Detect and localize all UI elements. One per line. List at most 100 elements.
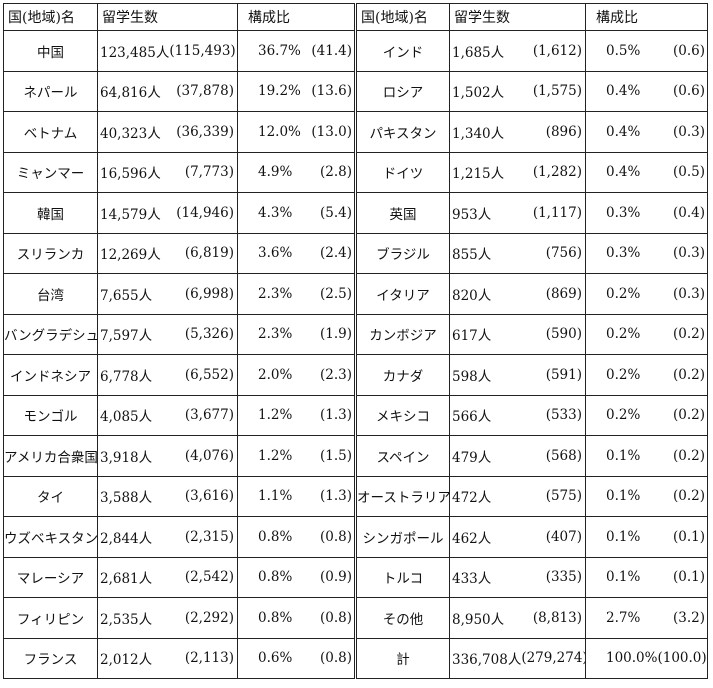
previous-count: (335) [545,569,582,586]
previous-ratio: (0.8) [319,609,352,626]
ratio-cell: 0.3% (0.3) [585,232,708,274]
student-count-cell: 472人 (575) [449,475,586,517]
previous-count: (2,315) [184,528,234,545]
country-name: ブラジル [354,232,450,274]
ratio-percent: 2.3% [258,326,293,343]
previous-count: (533) [545,407,582,424]
previous-ratio: (1.9) [319,326,352,343]
ratio-cell: 0.1% (0.2) [585,475,708,517]
previous-ratio: (0.6) [672,83,705,100]
header-students-right: 留学生数 [449,3,586,31]
previous-ratio: (1.5) [319,447,352,464]
table-body: 中国 123,485人 (115,493) 36.7% (41.4) インド 1,685人 (… [3,30,708,679]
student-count: 7,655人 [100,287,153,304]
student-count-cell: 8,950人 (8,813) [449,597,586,639]
ratio-cell: 0.4% (0.6) [585,70,708,112]
previous-count: (1,575) [532,83,582,100]
previous-ratio: (0.2) [672,366,705,383]
previous-count: (37,878) [176,83,234,100]
ratio-cell: 0.8% (0.8) [237,597,356,639]
student-count: 6,778人 [100,368,153,385]
ratio-percent: 0.4% [606,123,641,140]
country-name: メキシコ [354,394,450,436]
ratio-percent: 0.8% [258,528,293,545]
ratio-percent: 0.1% [606,569,641,586]
student-count: 617人 [452,328,492,345]
previous-ratio: (2.3) [319,366,352,383]
country-name: カナダ [354,354,450,396]
previous-count: (6,819) [184,245,234,262]
country-name: ミャンマー [3,151,98,193]
previous-count: (6,552) [184,366,234,383]
previous-ratio: (13.6) [311,83,352,100]
country-name: フィリピン [3,597,98,639]
previous-count: (5,326) [184,326,234,343]
student-count-cell: 820人 (869) [449,273,586,315]
student-count-cell: 1,215人 (1,282) [449,151,586,193]
ratio-percent: 2.3% [258,285,293,302]
previous-count: (36,339) [176,123,234,140]
previous-ratio: (0.2) [672,447,705,464]
ratio-cell: 0.2% (0.3) [585,273,708,315]
student-count: 566人 [452,409,492,426]
country-name: イタリア [354,273,450,315]
country-name: カンボジア [354,313,450,355]
student-count-cell: 40,323人 (36,339) [97,111,238,153]
ratio-percent: 1.2% [258,407,293,424]
student-count-cell: 462人 (407) [449,516,586,558]
student-count: 14,579人 [100,206,161,223]
country-name: スリランカ [3,232,98,274]
ratio-percent: 0.3% [606,204,641,221]
student-count-cell: 4,085人 (3,677) [97,394,238,436]
ratio-cell: 4.9% (2.8) [237,151,356,193]
table-row: ネパール 64,816人 (37,878) 19.2% (13.6) ロシア 1,502人 (… [3,70,708,112]
country-name: パキスタン [354,111,450,153]
ratio-cell: 0.1% (0.1) [585,556,708,598]
student-count-cell: 2,681人 (2,542) [97,556,238,598]
student-count-cell: 7,597人 (5,326) [97,313,238,355]
table-row: バングラデシュ 7,597人 (5,326) 2.3% (1.9) カンボジア 617人 (5… [3,313,708,355]
country-name: 英国 [354,192,450,234]
country-name: バングラデシュ [3,313,98,355]
ratio-percent: 4.9% [258,164,293,181]
table-row: 中国 123,485人 (115,493) 36.7% (41.4) インド 1,685人 (… [3,30,708,72]
table-row: 台湾 7,655人 (6,998) 2.3% (2.5) イタリア 820人 (869) 0.2… [3,273,708,315]
student-count-cell: 855人 (756) [449,232,586,274]
previous-count: (115,493) [169,42,236,59]
previous-count: (3,677) [184,407,234,424]
student-count: 2,012人 [100,652,153,669]
header-ratio-left: 構成比 [237,3,356,31]
student-count-cell: 14,579人 (14,946) [97,192,238,234]
ratio-cell: 0.3% (0.4) [585,192,708,234]
previous-count: (279,274) [521,650,586,667]
student-count: 598人 [452,368,492,385]
previous-count: (4,076) [184,447,234,464]
previous-ratio: (0.8) [319,650,352,667]
table-row: タイ 3,588人 (3,616) 1.1% (1.3) オーストラリア 472人 (575)… [3,475,708,517]
previous-count: (869) [545,285,582,302]
ratio-percent: 3.6% [258,245,293,262]
student-count: 1,502人 [452,85,505,102]
previous-ratio: (0.2) [672,488,705,505]
student-count-cell: 2,535人 (2,292) [97,597,238,639]
table-row: インドネシア 6,778人 (6,552) 2.0% (2.3) カナダ 598人 (591)… [3,354,708,396]
country-name: ロシア [354,70,450,112]
student-count-cell: 3,918人 (4,076) [97,435,238,477]
ratio-cell: 1.2% (1.5) [237,435,356,477]
previous-ratio: (0.4) [672,204,705,221]
student-count-cell: 1,685人 (1,612) [449,30,586,72]
ratio-cell: 0.6% (0.8) [237,637,356,679]
previous-ratio: (0.3) [672,245,705,262]
table-row: アメリカ合衆国 3,918人 (4,076) 1.2% (1.5) スペイン 479人 (56… [3,435,708,477]
student-count: 1,215人 [452,166,505,183]
previous-ratio: (0.2) [672,326,705,343]
country-name: 韓国 [3,192,98,234]
ratio-percent: 4.3% [258,204,293,221]
student-count: 123,485人 [100,44,170,61]
country-name: アメリカ合衆国 [3,435,98,477]
previous-count: (407) [545,528,582,545]
student-count-cell: 336,708人 (279,274) [449,637,586,679]
country-name: トルコ [354,556,450,598]
student-count: 472人 [452,490,492,507]
ratio-percent: 36.7% [258,42,301,59]
